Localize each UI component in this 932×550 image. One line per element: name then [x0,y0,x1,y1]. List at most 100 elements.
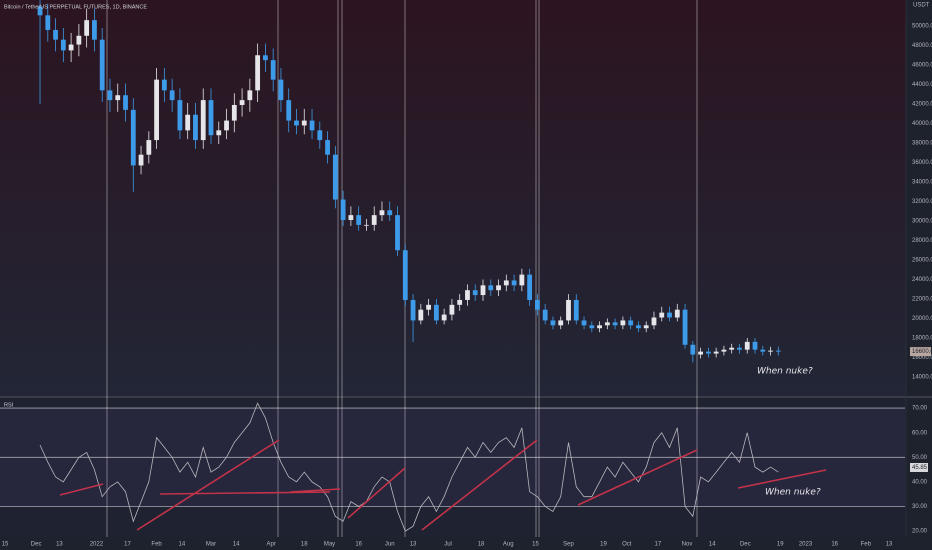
x-tick-label: 14 [233,542,240,548]
y-tick-label: 20.00 [912,529,928,535]
candle-body [286,100,292,121]
x-tick-label: 15 [532,542,539,548]
candle-body [364,224,369,226]
candle-body [216,130,222,136]
y-tick-label: 38000.0 [912,141,932,147]
chart-title: Bitcoin / TetherUS PERPETUAL FUTURES, 1D… [4,4,147,10]
y-tick-label: 42000.0 [912,102,932,108]
candle-body [371,215,377,225]
candle-body [698,351,704,355]
candle-body [146,140,152,155]
candle-body [503,280,509,286]
candle-body [558,320,564,326]
y-tick-label: 30.00 [912,504,928,510]
x-tick-label: Dec [740,542,751,548]
candle-body [737,347,742,350]
y-tick-label: 20000.0 [912,316,932,322]
candle-body [130,109,136,166]
candle-body [519,274,525,286]
x-tick-label: 17 [124,542,131,548]
candle-body [270,60,276,80]
x-tick-label: Oct [622,542,632,548]
candle-body [387,210,393,216]
candle-body [667,312,672,318]
x-tick-label: Aug [503,542,514,548]
y-tick-label: 32000.0 [912,199,932,205]
candle-body [53,29,58,40]
candle-body [659,312,665,318]
y-tick-label: 22000.0 [912,297,932,303]
x-tick-label: 16 [831,542,838,548]
candle-body [535,299,540,310]
trendline [159,491,331,495]
candle-body [620,320,626,326]
candle-body [480,285,486,296]
candle-body [356,215,362,225]
candle-body [636,325,641,329]
y-tick-label: 48000.0 [912,43,932,49]
y-tick-label: 40000.0 [912,121,932,127]
candle-body [573,299,579,321]
y-tick-label: 50000.0 [912,24,932,30]
candle-body [760,349,766,352]
candle-body [340,199,346,221]
candle-body [348,215,354,221]
price-pane [0,0,906,396]
candle-body [441,314,447,321]
x-tick-label: 18 [301,542,308,548]
trendline [289,488,341,493]
candle-body [651,317,657,326]
candle-body [682,309,688,345]
candle-body [674,309,680,318]
candle-body [231,104,237,121]
x-tick-label: 19 [777,542,784,548]
candle-body [550,320,556,326]
candle-body [402,250,408,300]
x-tick-label: Jul [444,542,452,548]
candle-body [115,95,121,101]
y-tick-label: 30000.0 [912,219,932,225]
candle-body [488,285,494,291]
x-tick-label: 2023 [799,542,813,548]
x-tick-label: Jun [385,542,395,548]
trendline [347,467,406,519]
y-tick-label: 44000.0 [912,82,932,88]
candle-body [294,120,299,126]
candle-body [45,15,51,30]
annotation: When nuke? [757,367,813,377]
rsi-trendlines [59,439,827,531]
indicator-name: RSI [4,402,14,408]
candle-body [239,100,245,105]
price-label: 16600.0 [912,349,932,355]
candle-body [123,95,128,110]
x-tick-label: Feb [151,542,162,548]
y-tick-label: 40.00 [912,479,928,485]
y-tick-label: 28000.0 [912,238,932,244]
trendline [577,449,698,506]
y-tick-label: 16000.0 [912,355,932,361]
y-tick-label: 34000.0 [912,180,932,186]
currency-label: USDT [913,3,930,9]
y-tick-label: 18000.0 [912,336,932,342]
candle-body [418,309,424,321]
y-tick-label: 14000.0 [912,375,932,381]
y-tick-label: 60.00 [912,430,928,436]
candle-body [255,55,261,91]
x-tick-label: 13 [886,542,893,548]
x-tick-label: 19 [600,542,607,548]
candle-body [744,341,750,350]
trendline [421,439,538,531]
x-tick-label: 16 [355,542,362,548]
candle-body [92,20,97,40]
x-tick-label: Dec [31,542,42,548]
candle-body [457,299,463,305]
candle-body [161,79,167,91]
candle-body [527,274,533,300]
candle-body [332,154,338,200]
candle-body [224,120,229,131]
candle-body [566,299,571,321]
candle-body [37,6,43,16]
candle-body [465,290,470,300]
